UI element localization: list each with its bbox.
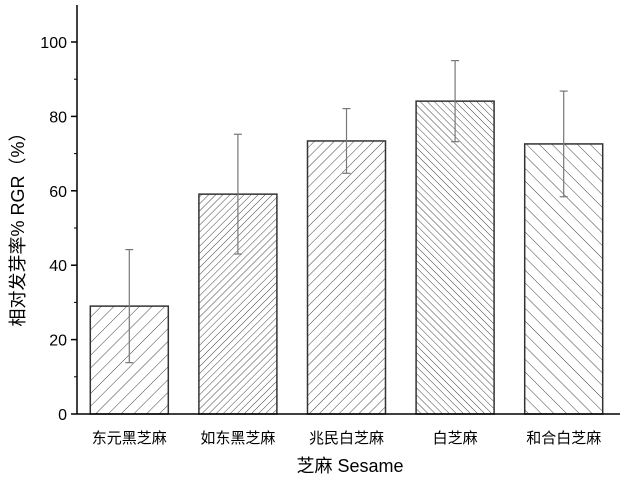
- x-tick-label: 白芝麻: [433, 430, 478, 447]
- x-axis-label: 芝麻 Sesame: [296, 456, 403, 476]
- x-tick-label: 东元黑芝麻: [92, 430, 167, 447]
- x-tick-label: 如东黑芝麻: [200, 430, 275, 447]
- y-axis-label: 相对发芽率% RGR（%）: [8, 123, 28, 326]
- y-tick-label: 100: [40, 35, 67, 52]
- y-tick-label: 0: [58, 407, 67, 424]
- y-tick-label: 20: [49, 333, 67, 350]
- x-tick-label: 和合白芝麻: [526, 430, 601, 447]
- bar: [415, 100, 495, 415]
- y-tick-label: 60: [49, 184, 67, 201]
- y-tick-label: 80: [49, 109, 67, 126]
- x-tick-label: 兆民白芝麻: [309, 430, 384, 447]
- y-tick-label: 40: [49, 258, 67, 275]
- bar: [306, 140, 387, 415]
